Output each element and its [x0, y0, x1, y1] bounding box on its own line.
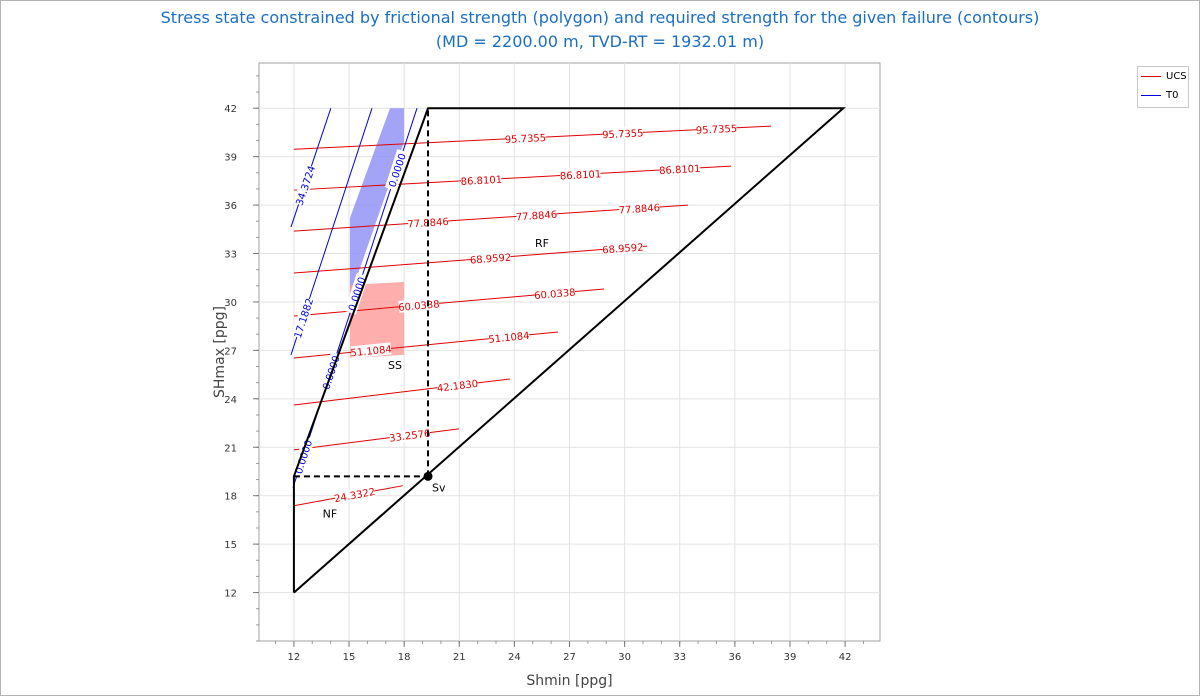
ucs-contour-label: 68.9592	[470, 250, 512, 267]
label-background	[618, 200, 660, 216]
contour-value: 77.8846	[516, 210, 558, 224]
label-background	[291, 297, 316, 339]
ucs-contour-label: 86.8101	[560, 167, 602, 183]
label-background	[696, 121, 737, 136]
label-background	[602, 240, 644, 256]
contour-value: 51.1084	[488, 331, 530, 346]
label-background	[659, 161, 701, 177]
frictional-polygon	[292, 107, 846, 594]
contour-value: 68.9592	[602, 242, 644, 256]
x-tick-label: 27	[563, 652, 576, 663]
ucs-contour-label: 86.8101	[460, 172, 502, 188]
ucs-contour-label: 60.0338	[534, 285, 576, 303]
x-tick-label: 18	[398, 652, 411, 663]
contour-value: 60.0338	[398, 299, 440, 314]
contour-value: 86.8101	[659, 164, 701, 177]
label-background	[292, 164, 317, 207]
ucs-contour-label: 86.8101	[659, 161, 701, 177]
y-tick-label: 27	[224, 346, 237, 357]
label-background	[333, 485, 376, 505]
region-label-ss: SS	[388, 359, 402, 372]
label-background	[470, 250, 511, 266]
region-label-rf: RF	[535, 237, 549, 250]
y-tick-label: 42	[224, 104, 237, 115]
x-tick-label: 21	[453, 652, 466, 663]
contour-value: 33.2576	[389, 429, 431, 445]
label-background	[389, 426, 431, 444]
ucs-contour-label: 77.8846	[618, 200, 660, 217]
legend-label-ucs: UCS	[1166, 71, 1187, 82]
ucs-contour-label: 60.0338	[398, 297, 440, 314]
y-tick-label: 39	[224, 153, 237, 164]
ucs-contour-label: 42.1830	[436, 376, 479, 395]
chart-subtitle: (MD = 2200.00 m, TVD-RT = 1932.01 m)	[435, 32, 765, 51]
legend-item-ucs[interactable]: UCS	[1138, 67, 1188, 86]
x-axis-label: Shmin [ppg]	[526, 673, 612, 689]
legend-swatch-t0	[1141, 95, 1161, 96]
contour-value: 51.1084	[350, 344, 392, 359]
y-tick-label: 36	[224, 201, 237, 212]
legend-item-t0[interactable]: T0	[1138, 86, 1188, 105]
contour-value: 95.7355	[696, 124, 738, 137]
contour-value: 42.1830	[436, 379, 478, 395]
region-label-nf: NF	[323, 507, 338, 520]
contour-value: 95.7355	[505, 133, 547, 146]
label-background	[398, 297, 440, 313]
legend: UCS T0	[1137, 66, 1189, 108]
ucs-contour-line	[293, 245, 648, 274]
ucs-contour-line	[293, 428, 459, 451]
label-background	[436, 376, 478, 394]
ucs-contour-label: 77.8846	[516, 207, 558, 224]
x-tick-label: 12	[288, 652, 301, 663]
label-background	[602, 126, 644, 141]
x-tick-label: 42	[839, 652, 852, 663]
blue-zone	[349, 108, 404, 297]
ucs-contour-label: 68.9592	[602, 240, 644, 256]
x-tick-label: 33	[673, 652, 686, 663]
sv-point	[423, 471, 433, 481]
contour-value: 60.0338	[534, 288, 576, 303]
label-background	[560, 167, 601, 182]
ucs-contour-label: 51.1084	[488, 328, 530, 346]
ucs-contour-label: 95.7355	[696, 121, 738, 137]
x-tick-label: 30	[618, 652, 631, 663]
y-tick-label: 12	[224, 589, 237, 600]
label-background	[516, 207, 557, 223]
y-tick-label: 24	[224, 395, 237, 406]
chart-title: Stress state constrained by frictional s…	[160, 8, 1040, 27]
contour-value: 68.9592	[470, 252, 512, 266]
red-zone	[349, 281, 404, 358]
ucs-contour-line	[293, 165, 732, 191]
x-tick-label: 15	[343, 652, 356, 663]
y-tick-label: 18	[224, 492, 237, 503]
sv-label: Sv	[432, 481, 446, 494]
label-background	[384, 149, 409, 191]
label-background	[534, 285, 576, 302]
x-tick-label: 36	[728, 652, 741, 663]
y-tick-label: 21	[224, 443, 237, 454]
contour-value: 95.7355	[602, 128, 644, 141]
y-tick-label: 33	[224, 250, 237, 261]
y-axis-label: SHmax [ppg]	[212, 306, 228, 398]
ucs-contour-label: 51.1084	[350, 342, 392, 359]
ucs-contour-label: 33.2576	[389, 426, 431, 445]
contour-value: 77.8846	[618, 203, 660, 217]
label-background	[505, 131, 546, 145]
ucs-contour-label: 95.7355	[602, 126, 644, 141]
contour-value: 86.8101	[460, 175, 502, 188]
contour-value: 86.8101	[560, 169, 602, 182]
legend-swatch-ucs	[1141, 76, 1161, 77]
x-tick-label: 24	[508, 652, 521, 663]
x-tick-label: 39	[784, 652, 797, 663]
y-tick-label: 30	[224, 298, 237, 309]
y-tick-label: 15	[224, 540, 237, 551]
label-background	[461, 172, 502, 187]
legend-label-t0: T0	[1166, 90, 1179, 101]
label-background	[488, 328, 530, 345]
ucs-contour-label: 95.7355	[505, 131, 547, 146]
label-background	[344, 272, 369, 315]
label-background	[350, 342, 392, 359]
